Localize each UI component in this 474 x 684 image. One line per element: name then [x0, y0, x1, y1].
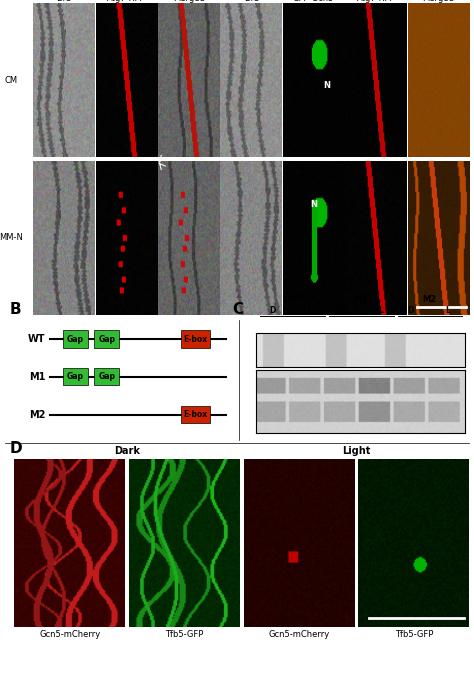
Bar — [63, 368, 88, 386]
Text: Light: Light — [342, 445, 371, 456]
Text: D: D — [269, 306, 276, 315]
Text: Tfb5-GFP: Tfb5-GFP — [165, 630, 203, 639]
Text: WT: WT — [28, 334, 46, 344]
Title: DIC: DIC — [244, 0, 259, 3]
Text: M1: M1 — [353, 295, 367, 304]
Text: E-box: E-box — [184, 410, 208, 419]
Text: N: N — [323, 81, 330, 90]
Title: Merged: Merged — [423, 0, 455, 3]
Text: L: L — [446, 306, 450, 315]
Text: M1: M1 — [29, 372, 46, 382]
Text: Gcn5-mCherry: Gcn5-mCherry — [268, 630, 330, 639]
Text: C: C — [232, 302, 243, 317]
Text: B: B — [9, 302, 21, 317]
Title: Atg7-RFP: Atg7-RFP — [107, 0, 146, 3]
Text: Gap: Gap — [98, 372, 115, 381]
Title: Atg7-RFP: Atg7-RFP — [357, 0, 395, 3]
Text: Gap: Gap — [67, 334, 84, 343]
Y-axis label: CM: CM — [4, 76, 18, 85]
Text: D: D — [407, 306, 413, 315]
Bar — [63, 330, 88, 347]
Title: Merged: Merged — [173, 0, 205, 3]
Bar — [94, 330, 119, 347]
Text: Dark: Dark — [114, 445, 140, 456]
Text: Gcn5-mCherry: Gcn5-mCherry — [39, 630, 100, 639]
Text: Gap: Gap — [67, 372, 84, 381]
Text: L: L — [308, 306, 313, 315]
Y-axis label: MM-N: MM-N — [0, 233, 23, 242]
Text: M2: M2 — [422, 295, 436, 304]
Text: Tfb5-GFP: Tfb5-GFP — [395, 630, 433, 639]
Text: N: N — [310, 200, 318, 209]
Text: Gap: Gap — [98, 334, 115, 343]
Text: WT: WT — [284, 295, 299, 304]
Text: M2: M2 — [29, 410, 46, 419]
Text: L: L — [379, 306, 383, 315]
Text: E-box: E-box — [184, 334, 208, 343]
Text: D: D — [9, 440, 22, 456]
Title: DIC: DIC — [56, 0, 72, 3]
Text: D: D — [338, 306, 345, 315]
Title: GFP-Gcn5: GFP-Gcn5 — [293, 0, 334, 3]
Bar — [181, 406, 210, 423]
Bar — [94, 368, 119, 386]
Bar — [181, 330, 210, 347]
